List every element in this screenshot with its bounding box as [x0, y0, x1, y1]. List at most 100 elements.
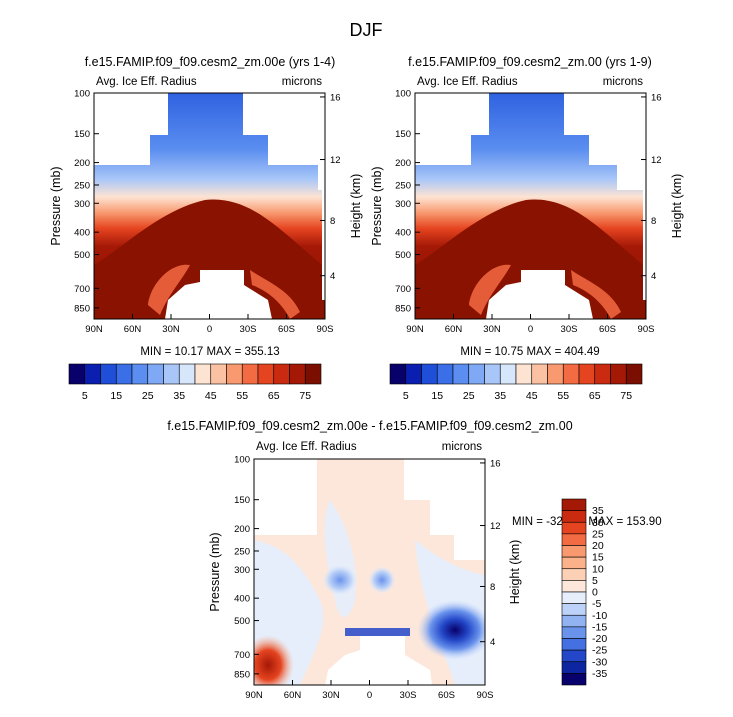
panel-1-xtick-label: 60N [124, 324, 142, 335]
colorbar-diff-label: 35 [592, 505, 604, 517]
panel-1-xtick-label: 30S [240, 324, 257, 335]
panel-1-right-label: microns [282, 76, 323, 88]
colorbar-panel-1: 5 15 25 35 45 55 65 75 [68, 363, 322, 402]
colorbar-swatch [226, 363, 243, 385]
colorbar-swatch [210, 363, 227, 385]
panel-1-ytick-label: 500 [74, 250, 90, 261]
colorbar-diff-label: -15 [592, 621, 607, 633]
colorbar-label: 75 [620, 390, 632, 402]
colorbar-diff-swatch [561, 626, 587, 639]
panel-2-ytick-label: 200 [395, 158, 411, 169]
panel-2-orange-lobe-left [469, 264, 511, 315]
panel-3-right-label: microns [442, 441, 483, 453]
panel-2: f.e15.FAMIP.f09_f09.cesm2_zm.00 (yrs 1-9… [370, 55, 684, 358]
panel-1-xtick-label: 90S [317, 324, 334, 335]
colorbar-swatch [405, 363, 422, 385]
panel-2-right-label: microns [603, 76, 644, 88]
colorbar-swatch [289, 363, 306, 385]
panel-3-xtick-label: 30S [400, 690, 417, 701]
colorbar-swatch [547, 363, 564, 385]
colorbar-swatch [610, 363, 627, 385]
colorbar-label: 35 [173, 390, 185, 402]
panel-3-red-anomaly [254, 635, 294, 685]
panel-2-xtick-label: 30N [483, 324, 501, 335]
colorbar-diff-swatch [561, 498, 587, 511]
colorbar-swatch [515, 363, 533, 385]
panel-1-ylabel-right: Height (km) [349, 174, 363, 239]
colorbar-diff-label: -35 [592, 668, 607, 680]
panel-1-ytick-label: 250 [74, 180, 90, 191]
panel-1-ytick-label: 150 [74, 129, 90, 140]
panel-1-left-label: Avg. Ice Eff. Radius [96, 76, 197, 88]
colorbar-diff-label: 25 [592, 528, 604, 540]
colorbar-diff-swatch [561, 638, 587, 651]
panel-2-ylabel: Pressure (mb) [370, 166, 384, 245]
panel-2-ytick-right-label: 12 [651, 155, 662, 166]
colorbar-diff-swatch [561, 545, 587, 558]
colorbar-diff-label: -5 [592, 598, 601, 610]
colorbar-swatch [68, 363, 86, 385]
panel-1-ytick-right-label: 4 [330, 271, 335, 282]
panel-1-ytick-label: 400 [74, 228, 90, 239]
colorbar-label: 15 [110, 390, 122, 402]
panel-3-left-label: Avg. Ice Eff. Radius [256, 441, 357, 453]
colorbar-label: 5 [403, 390, 409, 402]
colorbar-swatch [499, 363, 517, 385]
colorbar-diff-label: 10 [592, 563, 604, 575]
panel-1-xtick-label: 60S [278, 324, 295, 335]
panel-1-stats: MIN = 10.17 MAX = 355.13 [140, 346, 279, 358]
colorbar-swatch [84, 363, 101, 385]
panel-2-ytick-right-label: 8 [651, 216, 656, 227]
colorbar-label: 75 [299, 390, 311, 402]
panel-2-orange-lobe-right [571, 270, 621, 319]
colorbar-swatch [241, 363, 259, 385]
panel-2-xtick-label: 90S [638, 324, 655, 335]
colorbar-swatch [131, 363, 149, 385]
panel-2-ytick-label: 500 [395, 250, 411, 261]
panel-3-ytick-label: 200 [234, 524, 250, 535]
colorbar-swatch [100, 363, 117, 385]
colorbar-swatch [468, 363, 485, 385]
colorbar-diff-label: -25 [592, 645, 607, 657]
colorbar-swatch [163, 363, 180, 385]
colorbar-diff-swatch [561, 510, 587, 523]
panel-1-xtick-label: 0 [207, 324, 212, 335]
page-title: DJF [350, 20, 383, 40]
panel-1-ytick-label: 100 [74, 89, 90, 100]
colorbar-swatch [389, 363, 407, 385]
colorbar-diff-swatch [561, 603, 587, 616]
panel-3-ytick-label: 400 [234, 594, 250, 605]
panel-2-title: f.e15.FAMIP.f09_f09.cesm2_zm.00 (yrs 1-9… [408, 55, 652, 69]
colorbar-swatch [178, 363, 196, 385]
panel-3-ytick-label: 700 [234, 650, 250, 661]
panel-2-ytick-right-label: 16 [651, 92, 662, 103]
colorbar-label: 5 [82, 390, 88, 402]
panel-3-xtick-label: 0 [367, 690, 372, 701]
panel-1-xtick-label: 30N [162, 324, 180, 335]
panel-3-title: f.e15.FAMIP.f09_f09.cesm2_zm.00e - f.e15… [167, 419, 572, 433]
colorbar-swatch [436, 363, 454, 385]
panel-3: f.e15.FAMIP.f09_f09.cesm2_zm.00e - f.e15… [167, 419, 661, 701]
colorbar-swatch [421, 363, 438, 385]
colorbar-label: 55 [557, 390, 569, 402]
colorbar-swatch [273, 363, 290, 385]
panel-1-ytick-right-label: 12 [330, 155, 341, 166]
colorbar-diff-label: 0 [592, 587, 598, 599]
colorbar-swatch [625, 363, 643, 385]
panel-3-ytick-label: 250 [234, 546, 250, 557]
panel-2-ytick-right-label: 4 [651, 271, 656, 282]
colorbar-swatch [578, 363, 596, 385]
panel-3-blue-patch-left [322, 564, 358, 596]
colorbar-swatch [562, 363, 580, 385]
panel-3-xtick-label: 90N [245, 690, 263, 701]
panel-3-surface-gap [325, 636, 432, 685]
colorbar-diff-swatch [561, 521, 587, 535]
panel-1-ytick-right-label: 16 [330, 92, 341, 103]
panel-3-ytick-label: 850 [234, 669, 250, 680]
panel-1-ytick-label: 850 [74, 303, 90, 314]
panel-1-field [94, 93, 325, 319]
panel-2-ytick-label: 100 [395, 89, 411, 100]
colorbar-swatch [304, 363, 322, 385]
panel-3-ytick-label: 300 [234, 565, 250, 576]
panel-3-ytick-right-label: 8 [490, 582, 495, 593]
